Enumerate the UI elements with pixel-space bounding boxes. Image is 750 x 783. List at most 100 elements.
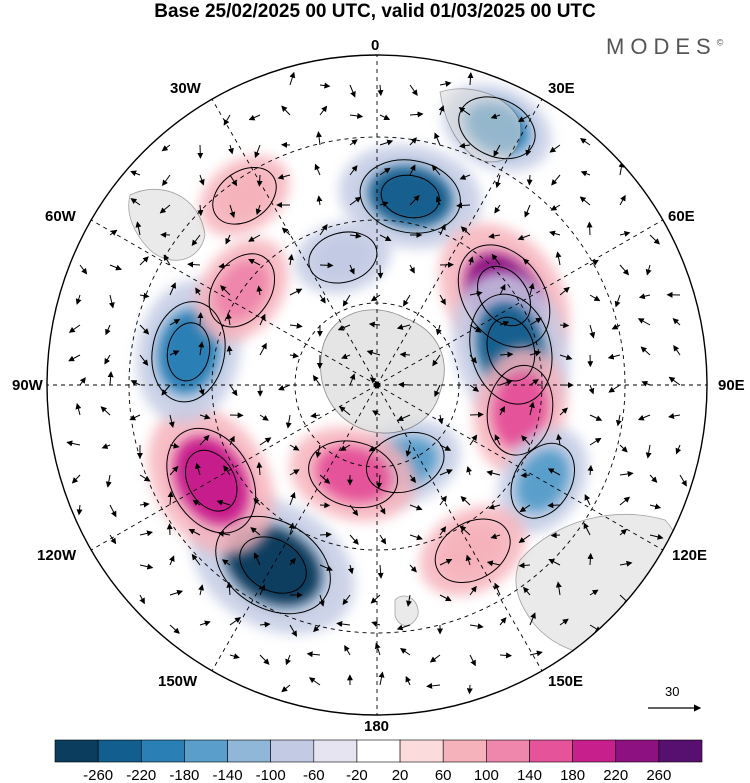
wind-arrow xyxy=(277,173,291,180)
south-america-landmass xyxy=(128,188,206,261)
colorbar-tick-label: 140 xyxy=(517,767,542,783)
wind-arrow xyxy=(256,174,263,187)
wind-arrow xyxy=(199,434,210,446)
wind-arrow xyxy=(649,503,662,510)
wind-arrow xyxy=(379,167,391,176)
wind-arrow xyxy=(256,461,263,476)
wind-arrow xyxy=(456,202,471,209)
wind-arrow xyxy=(169,465,179,476)
wind-arrow xyxy=(372,410,381,417)
colorbar-tick-label: -100 xyxy=(256,767,286,783)
wind-arrow xyxy=(370,594,381,604)
wind-arrow xyxy=(315,444,322,459)
wind-arrow xyxy=(223,114,231,126)
wind-arrow xyxy=(517,114,531,122)
wind-arrow xyxy=(555,251,562,266)
wind-arrow xyxy=(397,414,411,422)
wind-arrow xyxy=(580,170,591,177)
wind-arrow xyxy=(308,677,321,686)
contour-line xyxy=(308,440,399,509)
colorbar-swatch xyxy=(97,739,142,763)
contour-line xyxy=(477,265,532,327)
wind-arrow xyxy=(434,132,441,146)
wind-arrow xyxy=(289,352,299,359)
colorbar-tick-label: -60 xyxy=(303,767,325,783)
brand-mark: © xyxy=(716,37,724,48)
wind-arrow xyxy=(379,201,389,207)
wind-arrow xyxy=(130,198,141,206)
wind-arrow xyxy=(129,414,141,421)
colorbar-swatch xyxy=(442,739,487,763)
wind-arrow xyxy=(337,324,351,331)
wind-arrow xyxy=(259,584,266,596)
wind-arrow xyxy=(583,522,591,536)
wind-arrow xyxy=(466,466,473,476)
wind-arrow xyxy=(526,174,533,186)
wind-arrow xyxy=(466,684,473,695)
anomaly-core xyxy=(516,449,570,513)
wind-arrow xyxy=(248,258,261,266)
wind-arrow xyxy=(139,324,150,335)
wind-arrow xyxy=(310,412,321,419)
wind-arrow xyxy=(108,294,115,309)
wind-arrow xyxy=(529,379,539,386)
wind-arrow xyxy=(518,562,531,569)
wind-arrow xyxy=(349,264,355,275)
wind-arrow xyxy=(229,384,238,397)
wind-arrow xyxy=(109,534,117,545)
wind-arrow xyxy=(289,469,300,476)
wind-arrow xyxy=(399,351,411,358)
wind-arrow xyxy=(467,72,474,86)
wind-arrow xyxy=(161,144,171,152)
wind-arrow xyxy=(589,414,603,421)
wind-arrow xyxy=(488,233,501,239)
wind-arrow xyxy=(586,221,593,236)
wind-arrow xyxy=(491,253,501,266)
contour-line xyxy=(486,364,554,456)
wind-arrow xyxy=(253,552,261,566)
wind-arrow xyxy=(499,351,514,358)
wind-arrow xyxy=(437,414,444,425)
colorbar-tick-label: 20 xyxy=(392,767,409,783)
meridian-line xyxy=(211,98,378,386)
colorbar-swatch xyxy=(399,739,444,763)
colorbar-tick-label: 180 xyxy=(560,767,585,783)
wind-arrow xyxy=(377,84,384,97)
wind-arrow xyxy=(109,504,117,518)
wind-arrow xyxy=(588,384,595,395)
lon-label-0: 0 xyxy=(371,37,380,54)
colorbar-swatch xyxy=(529,739,573,763)
wind-arrow xyxy=(649,474,658,483)
colorbar-tick-label: -180 xyxy=(169,767,199,783)
wind-arrow xyxy=(71,474,81,484)
wind-arrow xyxy=(107,371,114,386)
wind-arrow xyxy=(368,321,381,328)
wind-arrow xyxy=(619,496,631,506)
wind-arrow xyxy=(229,617,242,626)
wind-arrow xyxy=(409,137,417,146)
meridian-line xyxy=(376,98,543,386)
wind-arrow xyxy=(319,474,331,484)
wind-arrow xyxy=(319,531,332,538)
wind-arrow xyxy=(289,288,303,296)
wind-arrow xyxy=(409,84,418,96)
lon-label-90w: 90W xyxy=(12,377,43,394)
wind-arrow xyxy=(339,406,351,416)
wind-arrow xyxy=(518,534,531,543)
wind-arrow xyxy=(649,234,660,245)
wind-arrow xyxy=(139,354,149,366)
anomaly-core xyxy=(492,372,548,449)
wind-arrow xyxy=(336,620,351,627)
wind-arrow xyxy=(459,525,471,536)
wind-arrow xyxy=(195,462,201,476)
wind-arrow xyxy=(517,234,531,241)
wind-arrow xyxy=(469,354,477,364)
wind-arrow xyxy=(229,174,238,187)
wind-arrow xyxy=(188,528,201,536)
wind-arrow xyxy=(349,113,364,119)
wind-arrow xyxy=(217,530,231,537)
wind-arrow xyxy=(253,498,261,506)
lon-label-180: 180 xyxy=(364,718,390,735)
wind-arrow xyxy=(314,163,321,176)
wind-arrow xyxy=(439,558,453,566)
